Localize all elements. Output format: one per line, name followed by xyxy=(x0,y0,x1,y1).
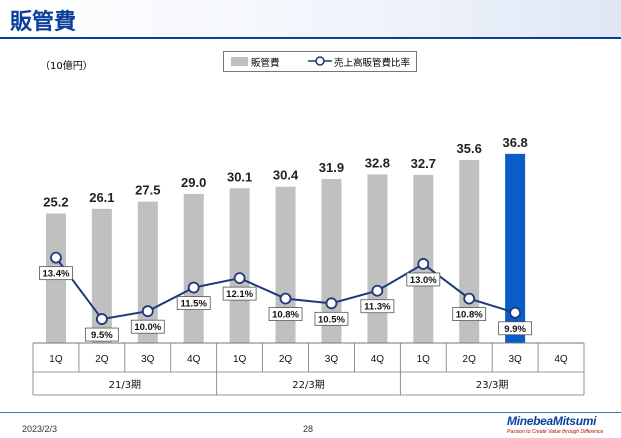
ratio-label: 11.5% xyxy=(180,299,207,310)
bar-value-label: 32.7 xyxy=(411,156,436,171)
ratio-label-box xyxy=(360,299,395,314)
ratio-label: 9.9% xyxy=(504,324,526,335)
ratio-label: 9.5% xyxy=(91,330,113,341)
ratio-point-7 xyxy=(325,297,338,310)
title-underline xyxy=(0,37,621,39)
company-logo: MinebeaMitsumi xyxy=(507,414,597,428)
ratio-label-box xyxy=(84,327,119,342)
x-tick-label: 4Q xyxy=(554,354,568,365)
bar-5 xyxy=(229,188,250,343)
ratio-point-2 xyxy=(95,313,108,325)
legend: 販管費 売上高販管費比率 xyxy=(223,51,417,72)
ratio-label-box xyxy=(498,321,533,336)
ratio-point-8 xyxy=(371,284,384,297)
x-tick-label: 2Q xyxy=(95,354,109,365)
page-number: 28 xyxy=(303,424,314,434)
ratio-label: 10.8% xyxy=(456,310,483,321)
x-tick-label: 3Q xyxy=(141,354,155,365)
bar-value-label: 31.9 xyxy=(319,160,344,175)
ratio-label-box xyxy=(176,296,211,310)
ratio-point-1 xyxy=(50,251,62,264)
ratio-point-5 xyxy=(233,272,246,285)
footer-divider xyxy=(0,412,621,413)
ratio-label: 12.1% xyxy=(226,289,253,300)
ratio-label-box xyxy=(314,311,349,326)
legend-line-label: 売上高販管費比率 xyxy=(334,58,411,69)
ratio-label-box xyxy=(222,286,257,301)
x-tick-label: 1Q xyxy=(49,354,63,365)
x-group-label: 21/3期 xyxy=(109,379,141,391)
unit-label: （10億円） xyxy=(40,61,93,72)
footer-date: 2023/2/3 xyxy=(22,424,58,434)
ratio-point-3 xyxy=(141,305,154,318)
ratio-label-box xyxy=(452,307,487,322)
legend-bar-label: 販管費 xyxy=(251,58,280,69)
x-tick-label: 4Q xyxy=(187,354,201,365)
ratio-label-box xyxy=(130,319,165,334)
bar-value-label: 26.1 xyxy=(89,190,114,205)
bar-4 xyxy=(183,193,204,343)
ratio-point-10 xyxy=(463,292,476,305)
legend-bar-swatch xyxy=(231,57,248,66)
bar-value-label: 27.5 xyxy=(135,183,160,198)
bar-value-label: 32.8 xyxy=(365,155,390,170)
bar-2 xyxy=(91,208,112,343)
ratio-label-box xyxy=(268,307,303,322)
bar-value-label: 30.4 xyxy=(273,168,299,183)
x-tick-label: 2Q xyxy=(463,354,477,365)
ratio-label: 10.5% xyxy=(318,314,345,325)
ratio-point-9 xyxy=(417,258,430,270)
ratio-point-4 xyxy=(187,281,200,294)
legend-line-swatch xyxy=(308,56,332,66)
bar-value-label: 35.6 xyxy=(457,141,482,156)
x-tick-label: 3Q xyxy=(325,354,339,365)
title-bar xyxy=(0,0,621,38)
ratio-label-box xyxy=(406,272,441,287)
ratio-label: 13.4% xyxy=(42,269,69,280)
bar-6 xyxy=(275,186,296,343)
ratio-label: 11.3% xyxy=(364,302,391,313)
bar-8 xyxy=(367,174,388,343)
x-tick-label: 1Q xyxy=(417,354,431,365)
x-group-label: 22/3期 xyxy=(292,379,324,391)
bar-value-label: 36.8 xyxy=(502,135,527,150)
bar-11 xyxy=(505,153,526,343)
bar-value-label: 25.2 xyxy=(43,194,68,209)
ratio-label-box xyxy=(39,266,73,281)
ratio-point-11 xyxy=(509,306,522,319)
ratio-label: 10.0% xyxy=(134,322,161,333)
ratio-label: 10.8% xyxy=(272,310,299,321)
page-title: 販管費 xyxy=(10,10,77,35)
x-tick-label: 3Q xyxy=(508,354,522,365)
ratio-label: 13.0% xyxy=(410,275,437,286)
x-group-label: 23/3期 xyxy=(476,379,508,391)
company-tagline: Passion to Create Value through Differen… xyxy=(507,429,604,435)
sga-chart: 25.2 26.1 27.5 29.0 30.1 30.4 31.9 32.8 32.7 35.6… xyxy=(32,135,585,396)
x-tick-label: 2Q xyxy=(279,354,293,365)
bar-value-label: 30.1 xyxy=(227,169,252,184)
bar-value-label: 29.0 xyxy=(181,175,206,190)
x-tick-label: 1Q xyxy=(233,354,247,365)
x-tick-label: 4Q xyxy=(371,354,385,365)
ratio-point-6 xyxy=(279,292,292,305)
